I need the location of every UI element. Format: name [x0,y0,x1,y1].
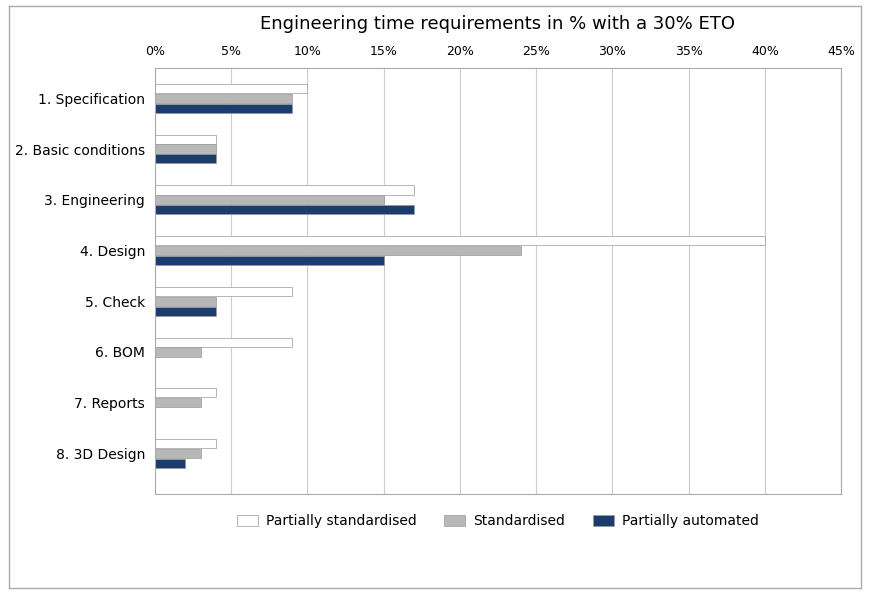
Bar [155,205,414,214]
Bar [155,287,292,296]
Bar [155,388,216,397]
Bar [155,84,307,93]
Bar [155,307,216,315]
Bar [155,337,292,347]
Bar [155,246,521,255]
Bar [155,185,414,195]
Bar [155,256,383,265]
Bar [155,296,216,306]
Bar [155,236,764,245]
Bar [155,347,201,356]
Bar [155,439,216,448]
Title: Engineering time requirements in % with a 30% ETO: Engineering time requirements in % with … [260,15,734,33]
Bar [155,459,185,468]
Bar [155,144,216,154]
Bar [155,103,292,113]
Bar [155,154,216,163]
Legend: Partially standardised, Standardised, Partially automated: Partially standardised, Standardised, Pa… [231,509,764,534]
Bar [155,449,201,458]
Bar [155,135,216,144]
Bar [155,94,292,103]
Bar [155,398,201,407]
Bar [155,195,383,204]
